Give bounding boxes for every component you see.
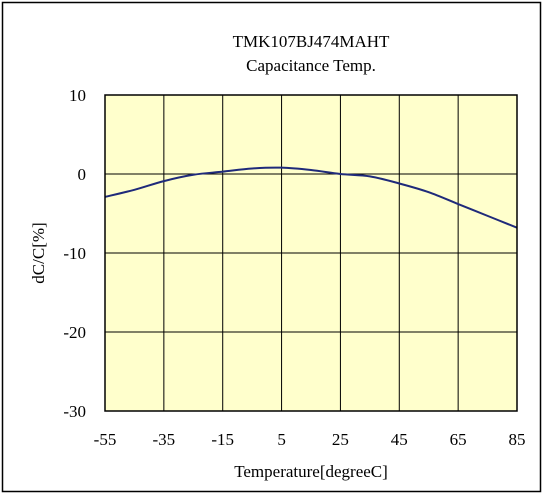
x-tick-label: 5 [277,430,286,449]
chart-title: TMK107BJ474MAHT [233,32,390,51]
y-tick-labels: 10 0 -10 -20 -30 [63,86,86,421]
x-tick-label: -55 [94,430,117,449]
x-tick-label: -15 [211,430,234,449]
x-tick-label: 65 [450,430,467,449]
y-tick-label: 10 [69,86,86,105]
y-tick-label: -30 [63,402,86,421]
series-line [104,166,518,229]
x-axis-label: Temperature[degreeC] [234,462,388,481]
series-layer [104,166,518,229]
y-axis-label: dC/C[%] [29,222,48,283]
x-tick-label: 45 [391,430,408,449]
x-tick-labels: -55 -35 -15 5 25 45 65 85 [94,430,526,449]
plot-frame [104,94,518,412]
grid-lines [105,95,517,411]
y-tick-label: 0 [78,165,87,184]
x-tick-label: 85 [509,430,526,449]
x-tick-label: -35 [153,430,176,449]
x-tick-label: 25 [332,430,349,449]
y-tick-label: -10 [63,244,86,263]
y-tick-label: -20 [63,323,86,342]
chart-subtitle: Capacitance Temp. [246,56,376,75]
